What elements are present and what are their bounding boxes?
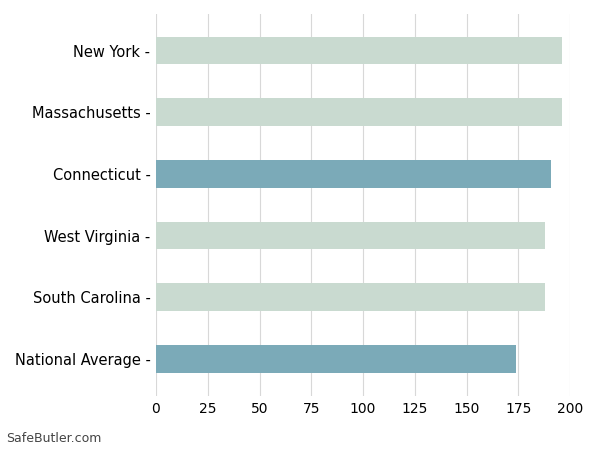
Bar bbox=[156, 160, 551, 188]
Bar bbox=[156, 99, 562, 126]
Bar bbox=[156, 222, 545, 249]
Bar bbox=[156, 284, 545, 311]
Bar bbox=[156, 345, 516, 373]
Text: SafeButler.com: SafeButler.com bbox=[6, 432, 101, 446]
Bar bbox=[156, 36, 562, 64]
